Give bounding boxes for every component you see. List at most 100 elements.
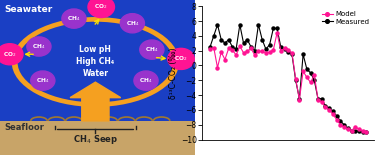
Model	[208, 48, 212, 50]
FancyArrow shape	[70, 82, 121, 121]
Model	[319, 102, 324, 103]
Measured	[212, 35, 216, 37]
Text: Seawater: Seawater	[5, 5, 53, 14]
Measured	[208, 46, 212, 48]
Measured	[308, 72, 313, 74]
Model	[282, 47, 287, 49]
Text: Seafloor: Seafloor	[5, 123, 45, 132]
Text: CH$_4$ Seep: CH$_4$ Seep	[73, 133, 118, 146]
Measured	[275, 27, 279, 29]
Model	[338, 124, 342, 126]
Measured	[353, 130, 358, 132]
Circle shape	[31, 71, 55, 90]
Text: CH$_4$: CH$_4$	[139, 76, 153, 85]
Circle shape	[88, 0, 115, 18]
Model	[301, 70, 305, 72]
Model	[263, 52, 268, 54]
Measured	[290, 53, 294, 55]
Model	[327, 109, 332, 111]
Model	[241, 52, 246, 54]
Model	[219, 51, 223, 53]
Measured	[349, 130, 354, 132]
Measured	[364, 131, 369, 133]
Legend: Model, Measured: Model, Measured	[321, 10, 371, 26]
Text: CO$_2$: CO$_2$	[174, 54, 188, 63]
Text: CH$_4$: CH$_4$	[145, 45, 159, 54]
Model	[226, 47, 231, 49]
Circle shape	[62, 9, 86, 28]
Model	[342, 126, 346, 128]
Model	[357, 128, 361, 130]
Model	[234, 54, 239, 56]
Model	[253, 54, 257, 56]
Model	[260, 50, 265, 52]
Model	[215, 67, 220, 69]
Model	[360, 130, 365, 132]
Measured	[305, 68, 309, 70]
Circle shape	[140, 40, 164, 59]
Text: CO$_2$: CO$_2$	[94, 2, 108, 11]
Measured	[215, 24, 220, 26]
Model	[316, 99, 320, 100]
Measured	[345, 127, 350, 129]
Measured	[253, 50, 257, 52]
Model	[237, 45, 242, 47]
Measured	[237, 24, 242, 26]
Model	[345, 128, 350, 130]
Model	[323, 106, 328, 108]
Model	[267, 51, 272, 53]
Model	[312, 74, 316, 76]
Model	[212, 47, 216, 49]
Measured	[245, 39, 249, 40]
Model	[271, 49, 276, 51]
Measured	[230, 46, 235, 48]
Ellipse shape	[17, 22, 173, 102]
Model	[275, 32, 279, 34]
Circle shape	[120, 14, 144, 33]
Measured	[256, 24, 261, 26]
Measured	[297, 98, 302, 100]
Measured	[327, 107, 332, 109]
Measured	[312, 79, 316, 81]
Model	[308, 82, 313, 83]
Model	[223, 59, 227, 60]
Measured	[263, 48, 268, 50]
Measured	[219, 39, 223, 40]
Text: Low pH
High CH₄
Water: Low pH High CH₄ Water	[76, 45, 115, 78]
Measured	[286, 51, 290, 53]
Model	[305, 76, 309, 78]
Measured	[260, 39, 265, 40]
Measured	[226, 39, 231, 40]
Model	[364, 131, 369, 133]
Measured	[223, 42, 227, 44]
Bar	[0, 121, 195, 155]
Model	[230, 49, 235, 51]
Ellipse shape	[12, 17, 179, 107]
Measured	[249, 46, 253, 48]
Measured	[241, 42, 246, 44]
Measured	[234, 48, 239, 50]
Model	[297, 99, 302, 100]
Text: CH$_4$: CH$_4$	[67, 14, 81, 23]
Measured	[357, 130, 361, 132]
Measured	[279, 46, 283, 48]
Model	[335, 119, 339, 120]
Model	[331, 113, 335, 115]
Model	[293, 78, 298, 80]
Model	[353, 126, 358, 128]
Line: Model: Model	[209, 31, 368, 134]
Circle shape	[168, 48, 194, 69]
Measured	[319, 98, 324, 100]
Text: CH$_4$: CH$_4$	[125, 19, 139, 28]
Model	[279, 50, 283, 52]
Model	[349, 130, 354, 132]
Measured	[316, 98, 320, 100]
Measured	[271, 27, 276, 29]
Measured	[360, 131, 365, 133]
Text: CO$_2$: CO$_2$	[3, 50, 17, 59]
Measured	[267, 44, 272, 46]
Text: CH$_4$: CH$_4$	[32, 42, 46, 51]
Measured	[282, 48, 287, 50]
Measured	[331, 110, 335, 112]
Model	[245, 50, 249, 52]
